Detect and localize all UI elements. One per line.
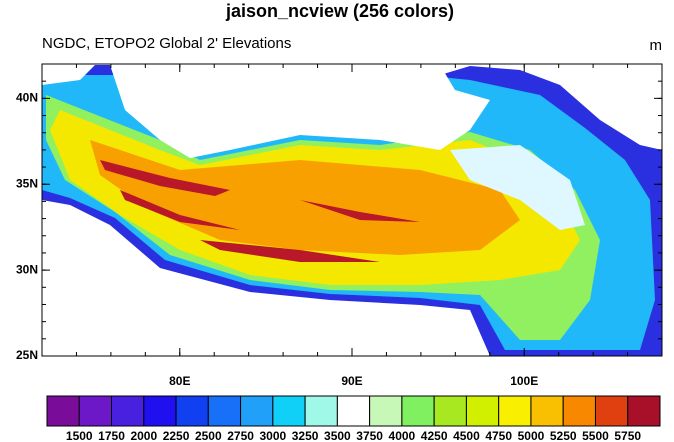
colorbar-label: 3250 [292, 429, 319, 442]
colorbar-box [78, 395, 113, 427]
colorbar-box [401, 395, 435, 427]
colorbar-box [304, 395, 338, 427]
colorbar-label: 2000 [130, 429, 157, 442]
y-tick-label: 25N [16, 348, 38, 362]
colorbar-label: 2500 [195, 429, 222, 442]
colorbar-box [46, 395, 80, 427]
units: m [650, 37, 663, 54]
colorbar-label: 1750 [98, 429, 125, 442]
colorbar-box [627, 395, 661, 427]
colorbar-box [594, 395, 629, 427]
colorbar-label: 1500 [66, 429, 93, 442]
colorbar-box [272, 395, 306, 427]
colorbar-box [240, 395, 274, 427]
colorbar-box [111, 395, 145, 427]
elevation-raster [42, 64, 662, 356]
subtitle: NGDC, ETOPO2 Global 2' Elevations [42, 35, 291, 52]
colorbar-label: 3750 [356, 429, 383, 442]
colorbar-box [369, 395, 403, 427]
colorbar-box [562, 395, 596, 427]
colorbar-label: 4500 [453, 429, 480, 442]
y-tick-label: 35N [16, 176, 38, 190]
y-tick-label: 30N [16, 262, 38, 276]
colorbar-label: 5500 [582, 429, 609, 442]
colorbar-label: 5750 [614, 429, 641, 442]
colorbar-box [530, 395, 564, 427]
colorbar-label: 3500 [324, 429, 351, 442]
colorbar-box [336, 395, 371, 427]
x-tick-label: 90E [341, 374, 362, 388]
y-tick-label: 40N [16, 91, 38, 105]
x-tick-label: 100E [510, 374, 538, 388]
colorbar-box [207, 395, 242, 427]
colorbar-box [498, 395, 532, 427]
colorbar-box [433, 395, 467, 427]
colorbar-label: 5250 [550, 429, 577, 442]
colorbar-label: 4750 [485, 429, 512, 442]
colorbar-box [175, 395, 209, 427]
colorbar-label: 2750 [227, 429, 254, 442]
colorbar-box [465, 395, 500, 427]
colorbar-label: 5000 [518, 429, 545, 442]
colorbar-box [143, 395, 177, 427]
colorbar-label: 4250 [421, 429, 448, 442]
x-tick-label: 80E [169, 374, 190, 388]
title: jaison_ncview (256 colors) [225, 1, 454, 21]
colorbar-label: 3000 [259, 429, 286, 442]
colorbar-label: 4000 [389, 429, 416, 442]
colorbar-label: 2250 [163, 429, 190, 442]
